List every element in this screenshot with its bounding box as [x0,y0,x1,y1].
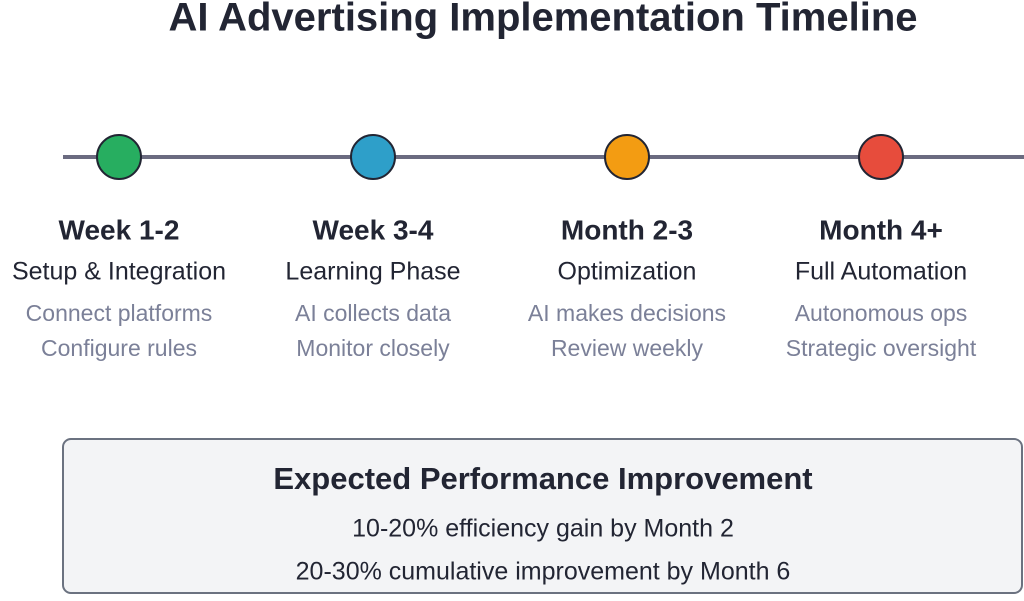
phase-detail: Autonomous ops [795,300,968,326]
summary-title: Expected Performance Improvement [273,461,812,496]
summary-line: 10-20% efficiency gain by Month 2 [352,515,734,543]
phase-marker [858,134,904,180]
phase-detail: Review weekly [551,335,704,361]
title: AI Advertising Implementation Timeline [168,0,917,40]
phase-marker [96,134,142,180]
phase-period: Week 1-2 [59,214,180,245]
phase-name: Learning Phase [285,258,460,286]
phase-detail: Monitor closely [296,335,450,361]
phases: Week 1-2 Setup & Integration Connect platf… [12,134,977,361]
phase-name: Setup & Integration [12,258,226,286]
phase-name: Optimization [558,258,697,286]
phase-marker [604,134,650,180]
phase-detail: AI makes decisions [528,300,726,326]
phase-name: Full Automation [795,258,967,286]
phase-period: Month 2-3 [561,214,693,245]
phase-period: Month 4+ [819,214,943,245]
phase-period: Week 3-4 [313,214,434,245]
summary-box [62,438,1023,594]
phase-marker [350,134,396,180]
phase-detail: Strategic oversight [786,335,977,361]
phase-detail: AI collects data [295,300,451,326]
summary-line: 20-30% cumulative improvement by Month 6 [296,558,791,586]
phase-detail: Configure rules [41,335,197,361]
phase-detail: Connect platforms [26,300,213,326]
